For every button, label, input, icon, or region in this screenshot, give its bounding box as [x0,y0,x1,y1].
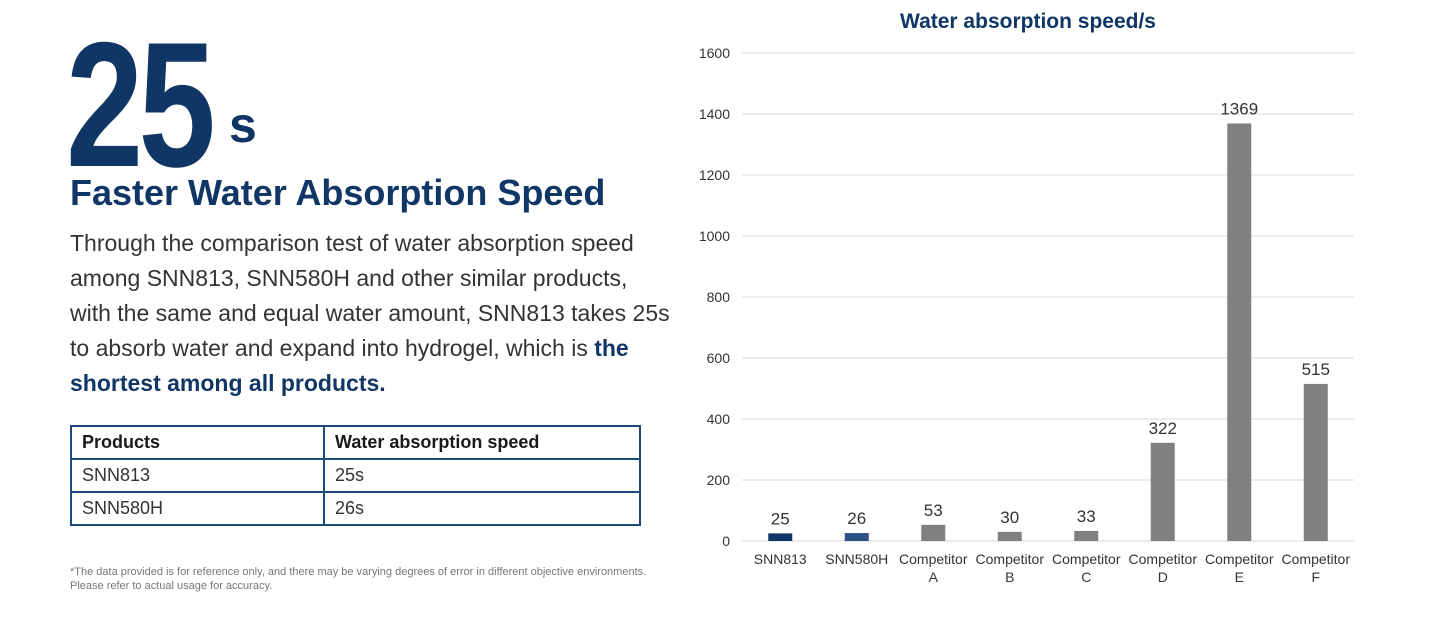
y-tick-label: 0 [722,533,730,549]
bar [844,533,869,541]
chart-labels: 0 200 400 600 800 1000 1200 1400 1600 25 SNN813 26 S… [699,45,1350,585]
data-label: 1369 [1220,99,1258,118]
x-category-label: D [1158,569,1168,585]
table-cell-product: SNN580H [70,491,325,526]
x-category-label: C [1081,569,1091,585]
hero-unit: s [229,97,257,153]
x-category-label: SNN580H [825,551,888,567]
table-cell-speed: 25s [323,458,641,493]
data-label: 53 [924,501,943,520]
table-cell-speed: 26s [323,491,641,526]
chart-title: Water absorption speed/s [900,10,1156,33]
x-category-label: F [1311,569,1320,585]
x-category-label: Competitor [1129,551,1198,567]
data-label: 26 [847,509,866,528]
data-label: 515 [1302,360,1330,379]
bar [1227,123,1252,541]
y-tick-label: 1400 [699,106,730,122]
y-tick-label: 600 [707,350,731,366]
x-category-label: E [1235,569,1244,585]
x-category-label: Competitor [976,551,1045,567]
table-header-products: Products [70,425,325,460]
comparison-table: Products Water absorption speed SNN813 2… [70,425,641,526]
disclaimer-note: *The data provided is for reference only… [70,566,647,592]
data-label: 322 [1149,419,1177,438]
table-row: SNN813 25s [70,458,641,493]
headline: Faster Water Absorption Speed [70,172,606,213]
table-header-speed: Water absorption speed [323,425,641,460]
y-tick-label: 1000 [699,228,730,244]
x-category-label: Competitor [899,551,968,567]
bar [1303,383,1328,541]
data-label: 33 [1077,507,1096,526]
y-tick-label: 800 [707,289,731,305]
x-category-label: A [929,569,939,585]
y-tick-label: 200 [707,472,731,488]
hero-value: 25 [66,5,216,204]
table-row: SNN580H 26s [70,491,641,526]
x-category-label: SNN813 [754,551,807,567]
body-text: Through the comparison test of water abs… [70,226,670,401]
data-label: 30 [1000,508,1019,527]
body-text-main: Through the comparison test of water abs… [70,230,670,361]
y-tick-label: 1600 [699,45,730,61]
bar [997,531,1022,541]
y-tick-label: 1200 [699,167,730,183]
chart-bars [768,123,1328,541]
x-category-label: Competitor [1052,551,1121,567]
bar [768,533,793,541]
y-tick-label: 400 [707,411,731,427]
bar [1150,442,1175,541]
x-category-label: Competitor [1282,551,1351,567]
bar-chart: Water absorption speed/s 0 200 400 600 800 10… [699,10,1354,585]
x-category-label: Competitor [1205,551,1274,567]
chart-gridlines [742,52,1354,542]
data-label: 25 [771,509,790,528]
body-text-highlight: the shortest among all products. [70,335,629,396]
bar [921,524,946,541]
table-header-row: Products Water absorption speed [70,425,641,460]
x-category-label: B [1005,569,1014,585]
table-cell-product: SNN813 [70,458,325,493]
bar [1074,530,1099,541]
